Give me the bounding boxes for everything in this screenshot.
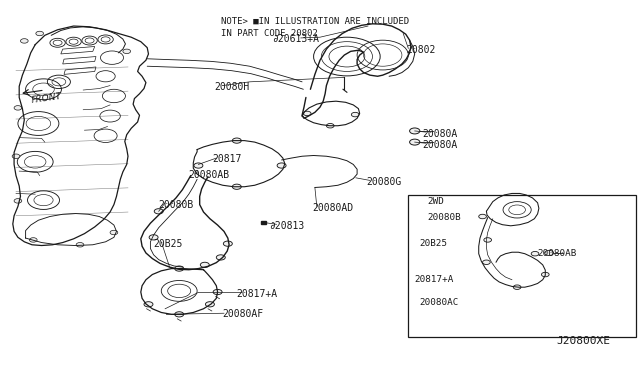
Text: 20080AD: 20080AD bbox=[312, 203, 353, 213]
Circle shape bbox=[149, 235, 158, 240]
Text: 2WD: 2WD bbox=[428, 198, 444, 206]
Text: 20817+A: 20817+A bbox=[237, 289, 278, 299]
Circle shape bbox=[326, 124, 334, 128]
Circle shape bbox=[110, 230, 118, 235]
Text: 20080AB: 20080AB bbox=[189, 170, 230, 180]
Text: 20B25: 20B25 bbox=[419, 239, 447, 248]
Text: J20800XE: J20800XE bbox=[557, 337, 611, 346]
Circle shape bbox=[14, 199, 22, 203]
Bar bbox=[261, 221, 266, 224]
Text: 20802: 20802 bbox=[406, 45, 436, 55]
Text: 20817: 20817 bbox=[212, 154, 242, 164]
Circle shape bbox=[12, 154, 20, 158]
Circle shape bbox=[483, 260, 490, 264]
Circle shape bbox=[154, 209, 163, 214]
Text: 20080AC: 20080AC bbox=[419, 298, 459, 307]
Circle shape bbox=[36, 31, 44, 36]
Circle shape bbox=[20, 39, 28, 43]
Text: FRONT: FRONT bbox=[31, 92, 63, 105]
Text: 20080B: 20080B bbox=[159, 200, 194, 209]
Circle shape bbox=[175, 312, 184, 317]
Circle shape bbox=[513, 285, 521, 289]
Circle shape bbox=[484, 238, 492, 242]
Circle shape bbox=[410, 139, 420, 145]
Text: 20080AB: 20080AB bbox=[538, 249, 577, 258]
Circle shape bbox=[144, 302, 153, 307]
Text: 20B25: 20B25 bbox=[154, 239, 183, 248]
Circle shape bbox=[223, 241, 232, 246]
Circle shape bbox=[541, 272, 549, 277]
Circle shape bbox=[351, 112, 359, 117]
Circle shape bbox=[216, 255, 225, 260]
Circle shape bbox=[200, 262, 209, 267]
Circle shape bbox=[479, 214, 486, 219]
Circle shape bbox=[194, 163, 203, 168]
Text: 20080G: 20080G bbox=[366, 177, 401, 187]
Text: 20080A: 20080A bbox=[422, 129, 458, 139]
Circle shape bbox=[213, 289, 222, 295]
Circle shape bbox=[14, 106, 22, 110]
Circle shape bbox=[123, 49, 131, 54]
Bar bbox=[408, 195, 636, 337]
Text: NOTE> ■IN ILLUSTRATION ARE INCLUDED
IN PART CODE 20802: NOTE> ■IN ILLUSTRATION ARE INCLUDED IN P… bbox=[221, 17, 409, 38]
Circle shape bbox=[277, 163, 286, 168]
Circle shape bbox=[29, 238, 37, 242]
Text: 20080H: 20080H bbox=[214, 83, 250, 92]
Text: 20080B: 20080B bbox=[428, 213, 461, 222]
Circle shape bbox=[175, 266, 184, 271]
Text: 20080A: 20080A bbox=[422, 140, 458, 150]
Circle shape bbox=[303, 111, 311, 116]
Circle shape bbox=[410, 128, 420, 134]
Circle shape bbox=[531, 251, 539, 256]
Circle shape bbox=[545, 250, 554, 256]
Text: 20817+A: 20817+A bbox=[415, 275, 454, 284]
Circle shape bbox=[232, 184, 241, 189]
Text: 20080AF: 20080AF bbox=[223, 310, 264, 319]
Circle shape bbox=[205, 302, 214, 307]
Circle shape bbox=[232, 138, 241, 143]
Text: ∂20813: ∂20813 bbox=[269, 221, 304, 231]
Text: ∂20613+A: ∂20613+A bbox=[272, 34, 319, 44]
Circle shape bbox=[76, 243, 84, 247]
